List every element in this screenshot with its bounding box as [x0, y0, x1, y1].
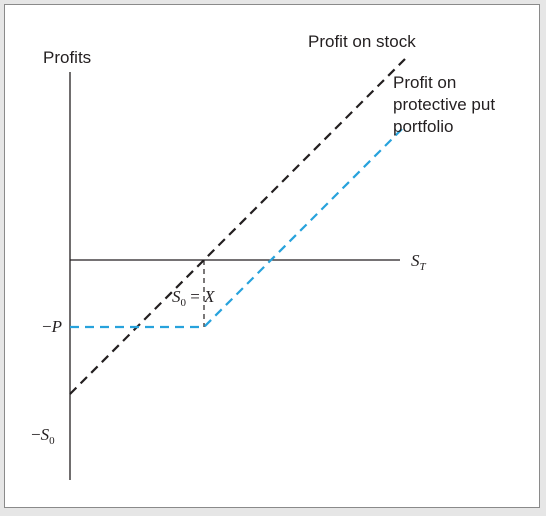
- strike-label: S0 = X: [172, 287, 215, 309]
- put-series-label-line-3: portfolio: [393, 117, 453, 136]
- series-line-profit-on-stock: [69, 58, 406, 395]
- series-line-protective-put: [70, 125, 406, 329]
- tick-label-neg-p: −P: [42, 317, 62, 336]
- tick-label-neg-s0: −S0: [31, 425, 55, 447]
- y-axis-label: Profits: [43, 48, 91, 67]
- put-series-label-line-1: Profit on: [393, 73, 456, 92]
- put-series-label-line-2: protective put: [393, 95, 495, 114]
- x-axis-label: ST: [411, 251, 427, 273]
- chart-frame: [4, 4, 540, 508]
- stock-series-label: Profit on stock: [308, 32, 416, 51]
